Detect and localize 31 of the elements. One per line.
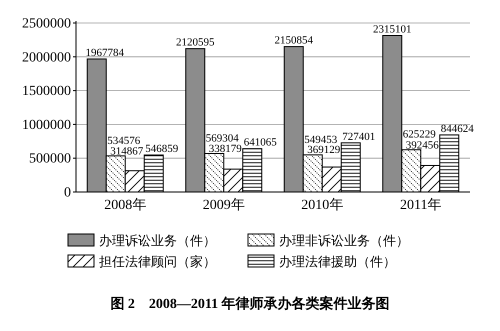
data-label: 641065	[244, 136, 278, 149]
data-label: 546859	[145, 143, 179, 156]
x-tick-label: 2009年	[202, 197, 245, 213]
legend-label: 办理法律援助（件）	[279, 254, 396, 269]
data-label: 338179	[208, 143, 242, 156]
data-label: 314867	[110, 146, 144, 158]
data-label: 727401	[342, 130, 376, 143]
data-label: 534576	[107, 134, 141, 147]
x-tick-label: 2010年	[301, 197, 344, 213]
data-label: 1967784	[86, 46, 124, 59]
y-tick-label: 2500000	[22, 16, 71, 32]
data-label: 392456	[406, 139, 440, 152]
y-tick-label: 500000	[29, 152, 71, 167]
text: 图 2 2008—2011 年律师承办各类案件业务图	[110, 295, 390, 312]
data-label: 369129	[307, 144, 341, 156]
legend-label: 办理诉讼业务（件）	[99, 233, 216, 248]
y-tick-label: 1000000	[22, 118, 71, 133]
data-label: 844624	[440, 122, 474, 135]
legend-label: 办理非诉讼业务（件）	[279, 233, 409, 248]
x-tick-label: 2011年	[400, 197, 442, 213]
data-label: 569304	[206, 132, 240, 145]
y-tick-label: 0	[64, 186, 71, 200]
data-label: 625229	[402, 128, 436, 141]
data-label: 2120595	[176, 36, 215, 49]
data-label: 549453	[304, 134, 338, 146]
legend-label: 担任法律顾问（家）	[99, 254, 216, 269]
x-tick-label: 2008年	[104, 197, 146, 213]
y-tick-label: 1500000	[22, 84, 71, 100]
data-label: 2315101	[373, 24, 412, 36]
y-tick-label: 2000000	[22, 50, 71, 66]
data-label: 2150854	[274, 34, 314, 47]
